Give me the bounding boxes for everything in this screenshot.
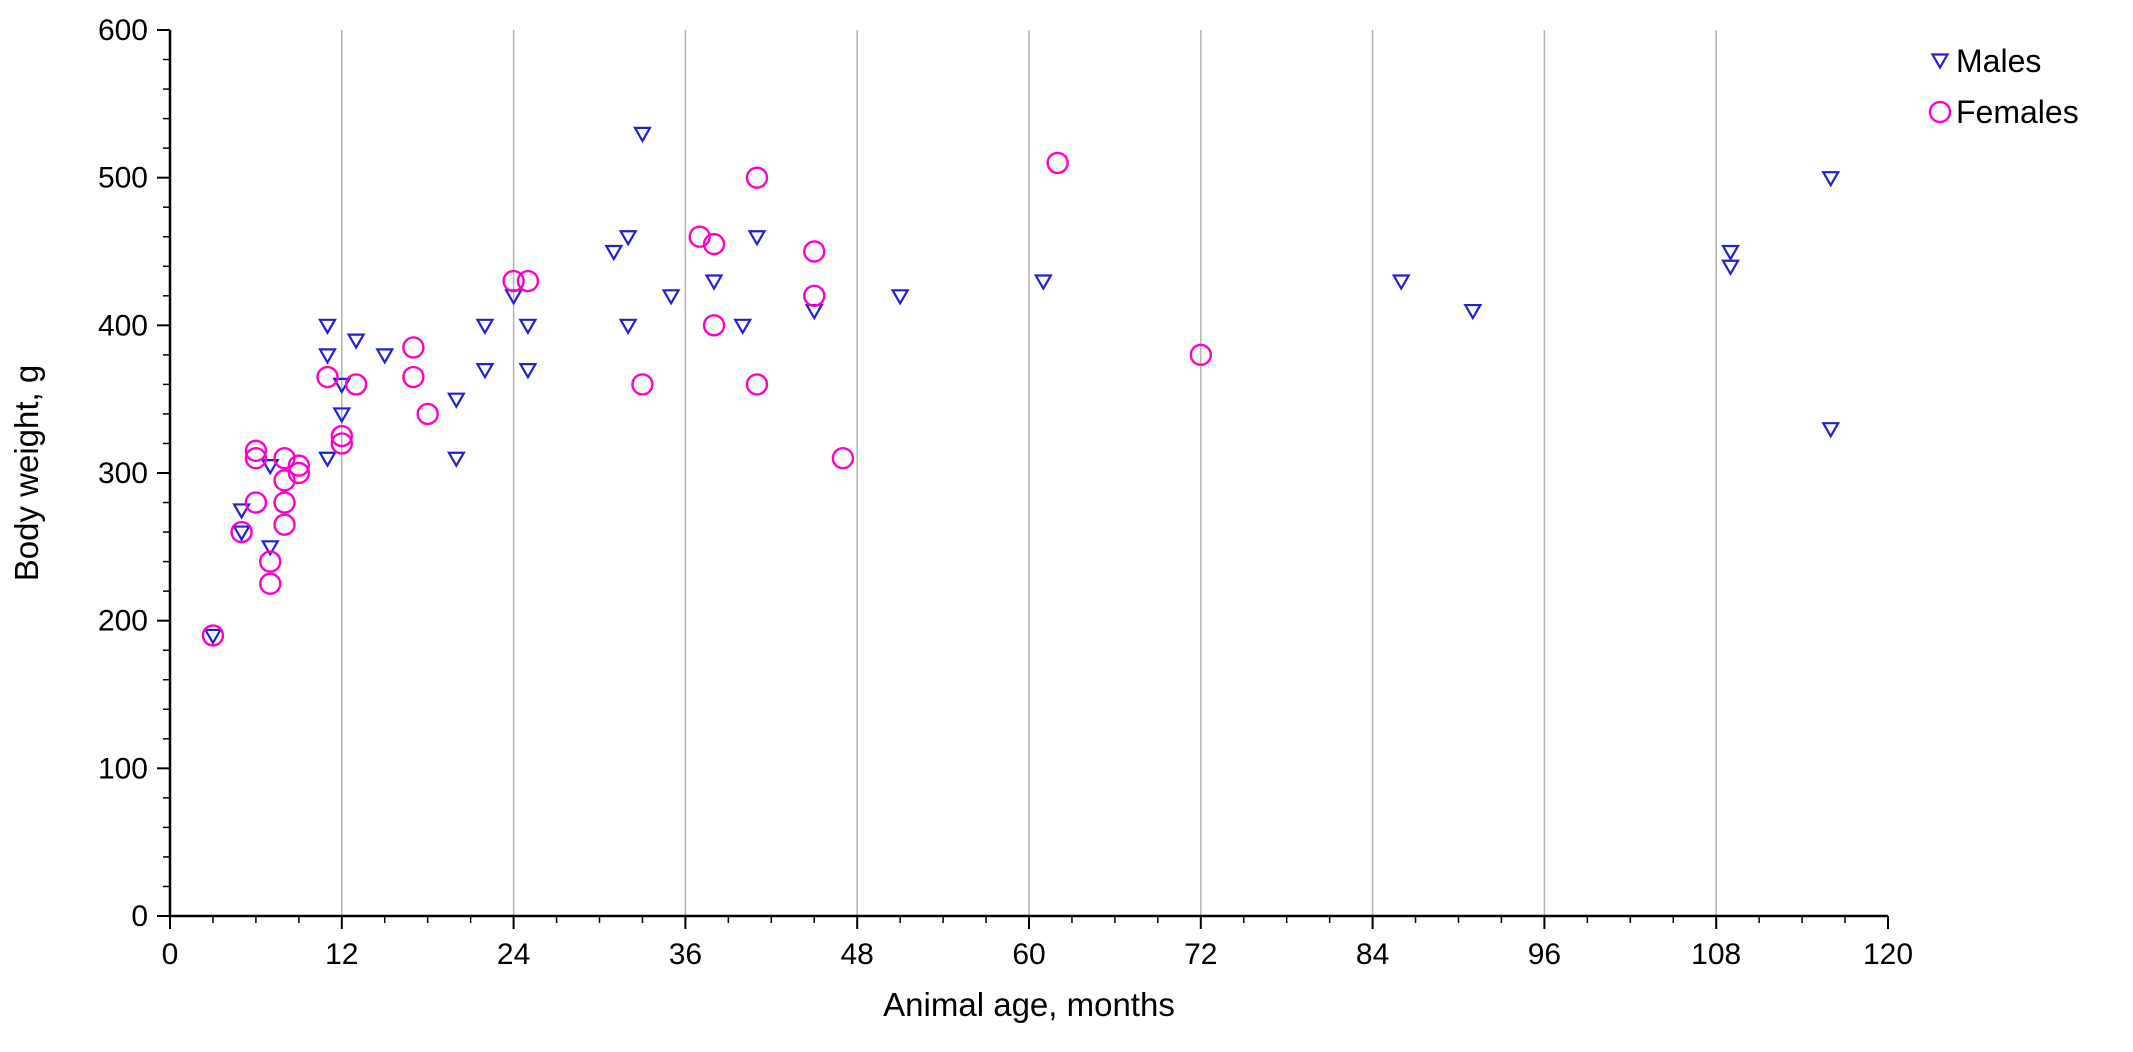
legend: Males Females — [1928, 43, 2079, 130]
female-point-marker — [745, 373, 769, 396]
female-point-marker — [287, 461, 311, 485]
male-point-marker — [475, 363, 495, 380]
female-point-marker — [1046, 151, 1069, 175]
male-point-marker — [260, 459, 280, 476]
female-point-marker — [416, 402, 439, 426]
female-point-marker — [273, 513, 296, 536]
female-point-marker — [516, 269, 540, 293]
x-tick-label: 60 — [1012, 938, 1045, 971]
y-tick-label: 600 — [98, 14, 148, 47]
y-tick-label: 100 — [98, 752, 148, 785]
y-tick-label: 200 — [98, 605, 148, 638]
male-point-marker — [618, 318, 638, 336]
legend-males-label: Males — [1956, 43, 2041, 79]
female-point-marker — [831, 447, 855, 470]
male-point-marker — [446, 392, 466, 409]
male-point-marker — [633, 126, 652, 144]
male-point-marker — [475, 318, 495, 336]
y-tick-label: 500 — [98, 162, 148, 195]
female-point-marker — [273, 447, 296, 470]
male-point-marker — [804, 303, 824, 321]
male-point-marker — [232, 503, 251, 520]
x-tick-label: 72 — [1184, 938, 1217, 971]
female-point-marker — [244, 491, 268, 514]
female-point-marker — [688, 225, 711, 248]
female-point-marker — [502, 269, 525, 293]
female-point-marker — [402, 336, 425, 359]
y-tick-label: 300 — [98, 457, 148, 490]
y-axis-group: 0 100 200 300 400 500 600 — [98, 14, 172, 933]
x-tick-label: 48 — [841, 938, 874, 971]
female-point-marker — [402, 365, 425, 389]
female-point-marker — [631, 373, 654, 396]
female-point-marker — [201, 624, 225, 647]
male-point-marker — [332, 407, 352, 424]
male-point-marker — [1391, 274, 1411, 291]
female-point-marker — [287, 454, 311, 477]
female-point-marker — [344, 373, 368, 396]
male-point-marker — [346, 333, 366, 350]
x-axis-title: Animal age, months — [883, 986, 1175, 1023]
female-point-marker — [702, 314, 726, 337]
female-point-marker — [330, 432, 353, 455]
male-point-marker — [318, 318, 337, 336]
female-point-marker — [702, 232, 726, 256]
male-point-marker — [733, 318, 753, 336]
female-point-marker — [316, 365, 339, 389]
male-point-marker — [1721, 259, 1740, 276]
x-tick-label: 12 — [325, 938, 358, 971]
x-tick-label: 24 — [497, 938, 530, 971]
y-tick-label: 0 — [131, 900, 148, 933]
male-point-marker — [318, 451, 337, 468]
male-point-marker — [260, 540, 280, 557]
female-point-marker — [230, 520, 253, 544]
x-tick-label: 0 — [162, 938, 179, 971]
x-tick-label: 84 — [1356, 938, 1389, 971]
male-point-marker — [518, 318, 538, 336]
female-point-marker — [273, 469, 296, 492]
x-axis-group: 0 12 24 36 48 60 72 84 96 108 120 — [162, 914, 1913, 971]
female-point-marker — [244, 447, 268, 470]
male-point-marker — [446, 451, 466, 468]
female-point-marker — [259, 550, 282, 573]
female-point-marker — [1189, 343, 1213, 367]
y-axis-title: Body weight, g — [8, 365, 45, 581]
male-point-marker — [1463, 303, 1483, 321]
male-point-marker — [375, 348, 395, 365]
x-tick-label: 96 — [1528, 938, 1561, 971]
male-point-marker — [890, 289, 910, 306]
gridlines-group — [341, 30, 1717, 916]
female-point-marker — [745, 166, 769, 189]
female-point-marker — [273, 491, 296, 514]
males-marker-icon — [1930, 53, 1950, 70]
male-point-marker — [203, 628, 223, 646]
male-point-marker — [604, 244, 624, 262]
females-points-group — [201, 151, 1213, 647]
male-point-marker — [1721, 244, 1740, 262]
male-point-marker — [1821, 422, 1841, 439]
male-point-marker — [232, 525, 251, 542]
males-points-group — [203, 126, 1841, 646]
female-point-marker — [259, 572, 282, 595]
male-point-marker — [704, 274, 724, 291]
male-point-marker — [318, 348, 337, 365]
legend-females-label: Females — [1956, 94, 2079, 130]
x-tick-label: 120 — [1863, 938, 1913, 971]
female-point-marker — [803, 240, 826, 263]
male-point-marker — [618, 230, 638, 247]
females-marker-icon — [1928, 100, 1952, 124]
male-point-marker — [518, 363, 538, 380]
y-tick-label: 400 — [98, 309, 148, 342]
female-point-marker — [330, 424, 353, 448]
male-point-marker — [1821, 171, 1841, 188]
male-point-marker — [1033, 274, 1053, 291]
male-point-marker — [661, 289, 681, 306]
x-tick-label: 36 — [669, 938, 702, 971]
female-point-marker — [244, 439, 268, 463]
x-tick-label: 108 — [1691, 938, 1741, 971]
female-point-marker — [803, 284, 826, 307]
male-point-marker — [747, 230, 767, 247]
